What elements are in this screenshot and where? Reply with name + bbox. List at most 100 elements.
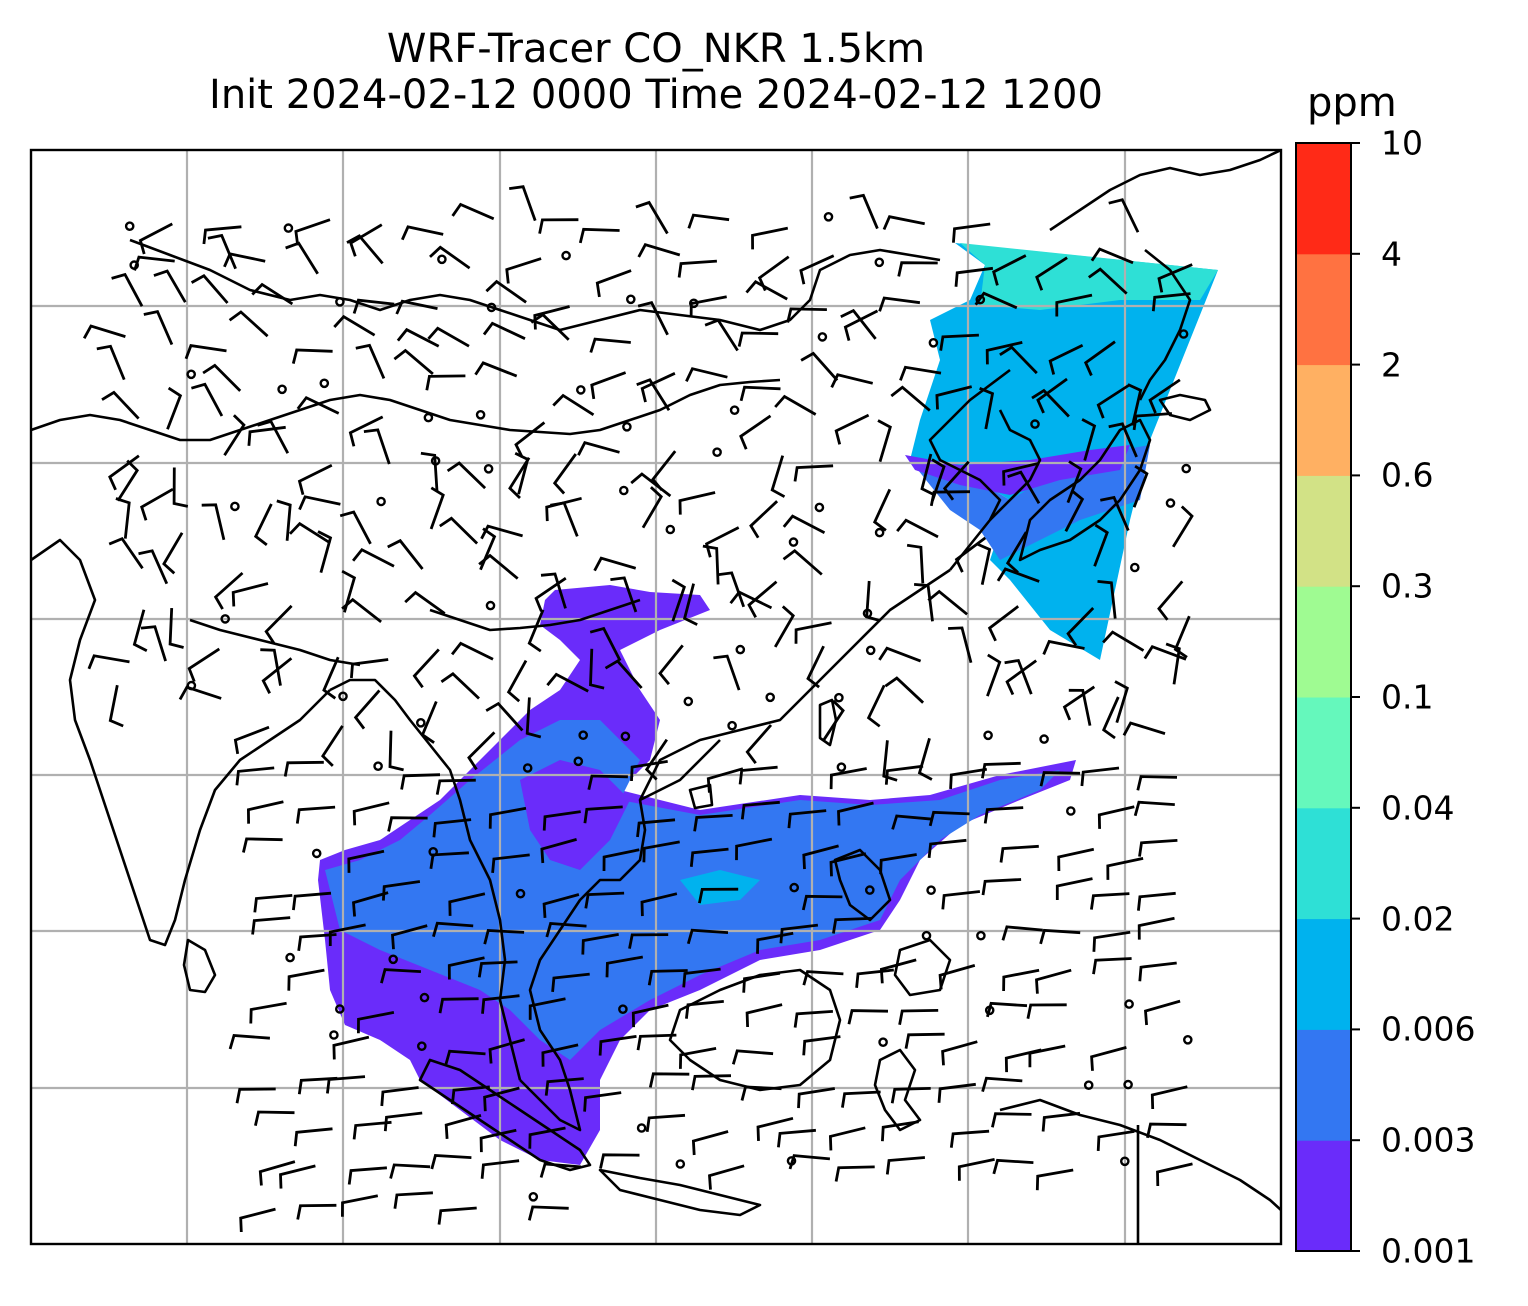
- wind-barb: [1100, 495, 1130, 532]
- wind-barb: [782, 548, 823, 576]
- wind-barb: [837, 801, 874, 826]
- wind-barb: [87, 654, 130, 670]
- wind-barb: [948, 626, 973, 664]
- wind-barb: [786, 307, 827, 323]
- calm-wind-marker: [419, 992, 430, 1003]
- wind-barb: [881, 1120, 919, 1142]
- wind-barb: [686, 928, 729, 945]
- wind-barb: [981, 761, 1021, 779]
- wind-barb: [101, 390, 140, 420]
- wind-barb: [140, 487, 174, 521]
- calm-wind-marker: [486, 302, 497, 313]
- colorbar-tick-label: 0.006: [1381, 1009, 1476, 1049]
- coastline-indochina: [519, 568, 951, 1132]
- calm-wind-marker: [1120, 1156, 1130, 1167]
- wind-barb: [704, 526, 740, 558]
- wind-barb: [444, 1114, 482, 1139]
- wind-barb: [689, 847, 729, 867]
- wind-barb: [879, 958, 917, 984]
- coastline-java: [598, 1168, 762, 1217]
- wind-barb: [1127, 383, 1143, 426]
- wind-barb: [551, 972, 590, 993]
- wind-barb: [538, 218, 579, 234]
- wind-barb: [387, 816, 428, 832]
- wind-barb: [292, 891, 332, 911]
- wind-barb: [481, 994, 520, 1014]
- wind-barb: [297, 1076, 338, 1095]
- wind-barb: [777, 1128, 817, 1148]
- wind-barb: [957, 1158, 995, 1181]
- wind-barb: [878, 646, 922, 663]
- coastline-myanmar: [329, 678, 522, 1081]
- calm-wind-marker: [220, 614, 230, 624]
- colorbar: [1296, 143, 1351, 1252]
- wind-barb: [1097, 580, 1117, 619]
- wind-barb: [530, 312, 570, 341]
- wind-barb: [168, 608, 184, 649]
- wind-barb: [929, 490, 971, 507]
- wind-barb: [297, 933, 337, 951]
- wind-barb: [1114, 680, 1129, 724]
- wind-barb: [1042, 639, 1085, 655]
- wind-barb: [636, 1033, 677, 1051]
- wind-barb: [630, 760, 668, 782]
- wind-barb: [671, 578, 686, 622]
- calm-wind-marker: [1181, 463, 1191, 474]
- tracer-plume-east-asia-edge: [905, 445, 1130, 495]
- wind-barb: [451, 1085, 490, 1105]
- calm-wind-marker: [878, 1037, 888, 1047]
- wind-barb: [578, 227, 620, 244]
- wind-barb: [448, 892, 486, 916]
- wind-barb: [191, 382, 224, 417]
- wind-barb: [228, 1034, 271, 1050]
- wind-barb: [770, 455, 786, 498]
- wind-barb: [420, 451, 439, 492]
- wind-barb: [207, 233, 237, 270]
- wind-barb: [514, 451, 530, 495]
- calm-wind-marker: [983, 730, 993, 741]
- wind-barb: [1068, 688, 1092, 726]
- wind-barb: [184, 344, 227, 360]
- wind-barb: [435, 778, 476, 795]
- wind-barb: [682, 583, 698, 626]
- wind-barb: [339, 510, 372, 545]
- wind-barb: [898, 1009, 939, 1026]
- wind-barb: [829, 767, 867, 790]
- wind-barb: [488, 806, 527, 829]
- colorbar-segment: [1296, 697, 1351, 809]
- wind-barb: [641, 486, 663, 529]
- wind-barb: [412, 648, 440, 689]
- wind-barb: [514, 421, 546, 458]
- wind-barb: [1001, 925, 1043, 941]
- coastline-japan: [1018, 418, 1152, 562]
- wind-barb: [1108, 198, 1140, 233]
- wind-barb: [506, 659, 528, 703]
- wind-barb: [1108, 422, 1138, 458]
- wind-barb: [550, 501, 579, 537]
- wind-barb: [545, 922, 587, 938]
- wind-barb: [635, 200, 669, 235]
- wind-barb: [355, 343, 386, 379]
- calm-wind-marker: [528, 1192, 539, 1202]
- coastline-japan-north: [1158, 393, 1212, 422]
- wind-barb: [589, 626, 622, 662]
- wind-barb: [291, 348, 333, 364]
- wind-barb: [444, 1049, 486, 1066]
- wind-barb: [1165, 642, 1181, 685]
- wind-barb: [133, 255, 175, 271]
- calm-wind-marker: [921, 930, 932, 941]
- wind-barb: [296, 395, 340, 415]
- wind-barb: [1143, 644, 1187, 661]
- wind-barbs: [82, 185, 1194, 1233]
- wind-barb: [288, 521, 331, 545]
- wind-barb: [677, 259, 717, 278]
- calm-wind-marker: [1030, 419, 1040, 429]
- wind-barb: [799, 254, 835, 285]
- wind-barb: [800, 351, 839, 382]
- colorbar-segment: [1296, 253, 1351, 366]
- wind-barb: [647, 969, 688, 986]
- wind-barb: [396, 327, 440, 348]
- wind-barb: [162, 532, 184, 575]
- wind-barb: [528, 997, 566, 1020]
- wind-barb: [1157, 580, 1184, 621]
